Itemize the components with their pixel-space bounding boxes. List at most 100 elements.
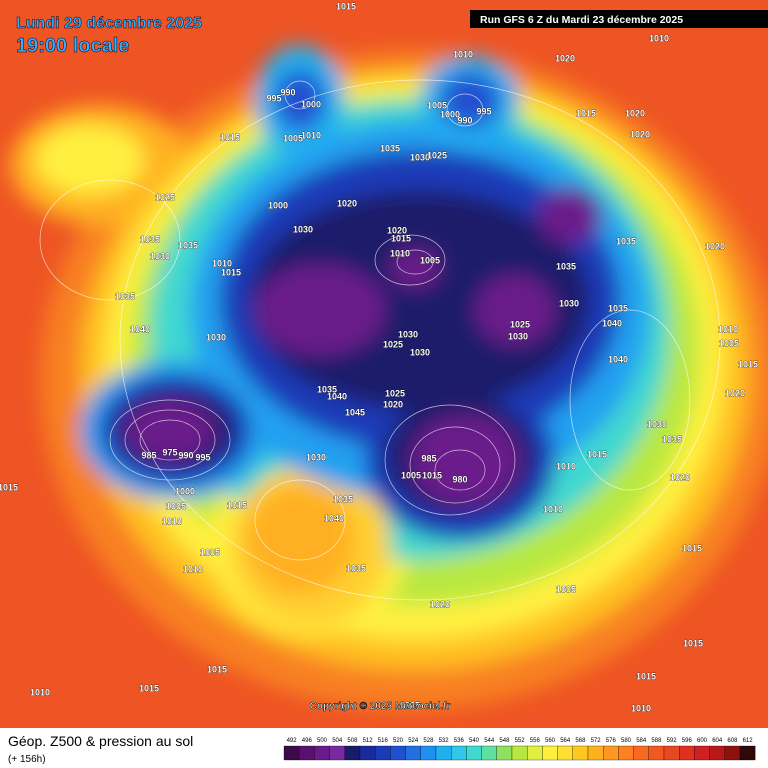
pressure-label: 1040 (324, 513, 344, 523)
colorbar-cell (329, 745, 345, 761)
pressure-label: 1015 (207, 664, 227, 674)
pressure-label: 1035 (140, 234, 160, 244)
pressure-label: 1035 (608, 303, 628, 313)
colorbar-label: 516 (378, 738, 389, 744)
colorbar-cell (511, 745, 528, 761)
pressure-label: 1020 (630, 129, 650, 139)
pressure-label: 1005 (400, 700, 420, 710)
pressure-label: 1015 (0, 482, 18, 492)
pressure-label: 1025 (155, 192, 175, 202)
pressure-label: 1015 (576, 108, 596, 118)
pressure-label: 1035 (115, 291, 135, 301)
pressure-label: 1035 (616, 236, 636, 246)
colorbar-cell (420, 745, 437, 761)
colorbar-cell (283, 745, 300, 761)
geopotential-field (10, 45, 768, 710)
colorbar-cell (451, 745, 467, 761)
pressure-label: 1030 (150, 251, 170, 261)
colorbar-label: 500 (317, 738, 328, 744)
pressure-label: 1030 (508, 331, 528, 341)
colorbar-cell (466, 745, 482, 761)
colorbar-label: 492 (287, 738, 298, 744)
pressure-label: 1005 (556, 584, 576, 594)
pressure-label: 1030 (206, 332, 226, 342)
pressure-label: 1030 (410, 347, 430, 357)
colorbar-cell (709, 745, 725, 761)
colorbar-label: 548 (499, 738, 510, 744)
pressure-label: 1020 (705, 241, 725, 251)
colorbar-cell (405, 745, 421, 761)
pressure-label: 1010 (543, 504, 563, 514)
pressure-label: 1035 (556, 261, 576, 271)
colorbar-label: 560 (545, 738, 556, 744)
pressure-label: 1010 (212, 258, 232, 268)
colorbar-label: 608 (727, 738, 738, 744)
colorbar-label: 496 (302, 738, 313, 744)
pressure-label: 1030 (293, 224, 313, 234)
pressure-label: 1005 (283, 133, 303, 143)
colorbar-label: 564 (560, 738, 571, 744)
colorbar: 492 496 500 504 508 512 516 520 524 528 532 536 540 5… (283, 738, 756, 761)
colorbar-cell (633, 745, 649, 761)
colorbar-cell (435, 745, 452, 761)
colorbar-label: 584 (636, 738, 647, 744)
pressure-label: 1035 (333, 494, 353, 504)
pressure-label: 990 (178, 450, 193, 460)
colorbar-cell (603, 745, 619, 761)
colorbar-cell (572, 745, 589, 761)
pressure-label: 1000 (440, 109, 460, 119)
pressure-label: 1035 (380, 143, 400, 153)
colorbar-cell (648, 745, 665, 761)
colorbar-label: 592 (667, 738, 678, 744)
forecast-time: 19:00 locale (16, 35, 129, 57)
pressure-label: 1045 (345, 407, 365, 417)
pressure-label: 1005 (719, 338, 739, 348)
colorbar-cell (679, 745, 695, 761)
pressure-label: 1040 (130, 324, 150, 334)
pressure-label: 1010 (453, 49, 473, 59)
colorbar-label: 600 (697, 738, 708, 744)
pressure-label: 985 (141, 450, 156, 460)
colorbar-label: 520 (393, 738, 404, 744)
isobars (39, 79, 721, 601)
pressure-label: 980 (452, 474, 467, 484)
colorbar-cell (663, 745, 680, 761)
pressure-label: 1020 (337, 198, 357, 208)
pressure-label: 1030 (398, 329, 418, 339)
pressure-label: 1000 (268, 200, 288, 210)
colorbar-cell (496, 745, 513, 761)
colorbar-label: 588 (651, 738, 662, 744)
footer-title: Géop. Z500 & pression au sol (8, 733, 193, 749)
pressure-label: 1025 (427, 150, 447, 160)
colorbar-label: 604 (712, 738, 723, 744)
pressure-label: 1020 (387, 225, 407, 235)
pressure-label: 1010 (718, 324, 738, 334)
pressure-label: 1015 (391, 233, 411, 243)
pressure-label: 1015 (738, 359, 758, 369)
pressure-label: 1020 (555, 53, 575, 63)
colorbar-label: 596 (682, 738, 693, 744)
pressure-label: 1040 (602, 318, 622, 328)
colorbar-cell (344, 745, 361, 761)
pressure-label: 990 (457, 115, 472, 125)
colorbar-cell (375, 745, 391, 761)
pressure-label: 995 (266, 93, 281, 103)
pressure-label: 1015 (139, 683, 159, 693)
pressure-label: 1010 (162, 516, 182, 526)
colorbar-cell (542, 745, 558, 761)
pressure-label: 1005 (427, 100, 447, 110)
pressure-label: 1035 (317, 384, 337, 394)
pressure-label: 1030 (559, 298, 579, 308)
pressure-label: 1010 (649, 33, 669, 43)
pressure-label: 1015 (683, 638, 703, 648)
pressure-label: 1010 (30, 687, 50, 697)
pressure-label: 975 (162, 447, 177, 457)
pressure-label: 1030 (647, 419, 667, 429)
colorbar-label: 580 (621, 738, 632, 744)
run-info: Run GFS 6 Z du Mardi 23 décembre 2025 (480, 14, 683, 26)
pressure-label: 1015 (587, 449, 607, 459)
pressure-label: 1010 (301, 130, 321, 140)
pressure-label: 1015 (422, 470, 442, 480)
pressure-label: 1005 (420, 255, 440, 265)
pressure-label: 1010 (390, 248, 410, 258)
